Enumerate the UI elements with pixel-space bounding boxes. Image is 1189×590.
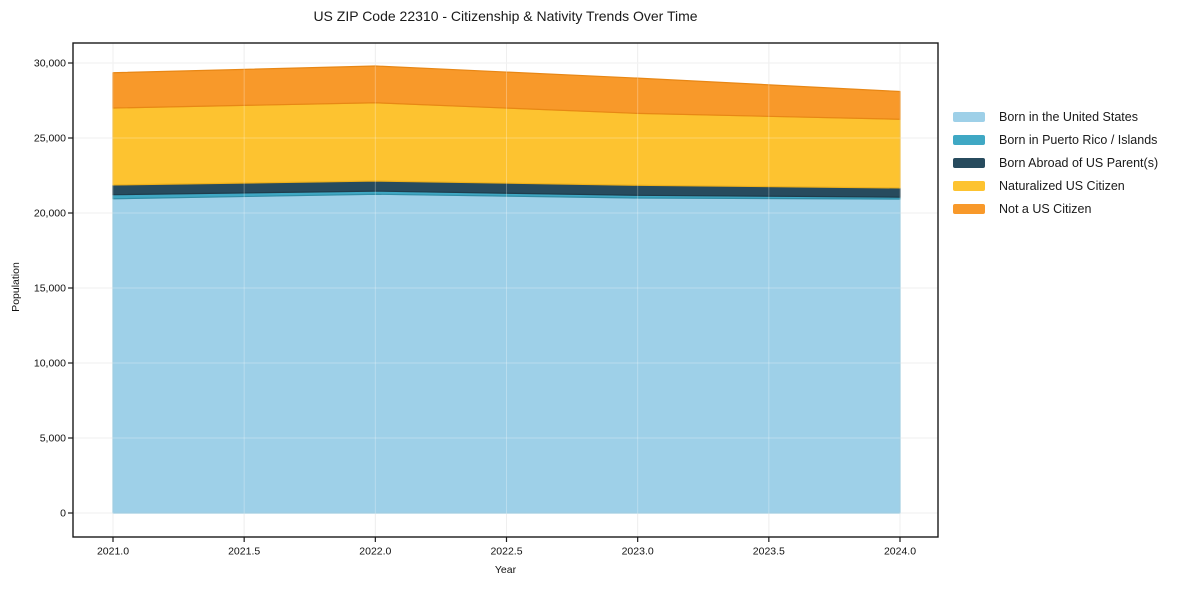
legend-label: Born Abroad of US Parent(s): [999, 156, 1159, 170]
x-tick-label: 2021.0: [97, 546, 129, 558]
y-tick-label: 25,000: [34, 133, 66, 145]
legend-label: Naturalized US Citizen: [999, 179, 1125, 193]
x-axis-label: Year: [494, 564, 517, 576]
plot-frame: [72, 42, 939, 538]
x-tick-label: 2022.5: [490, 546, 522, 558]
x-tick-label: 2024.0: [884, 546, 916, 558]
y-tick-label: 30,000: [34, 58, 66, 70]
x-tick-label: 2023.5: [753, 546, 785, 558]
legend-swatch-puerto-rico: [953, 135, 985, 145]
y-tick-label: 10,000: [34, 358, 66, 370]
legend-label: Not a US Citizen: [999, 202, 1092, 216]
chart-title: US ZIP Code 22310 - Citizenship & Nativi…: [313, 8, 698, 24]
x-tick-label: 2021.5: [228, 546, 260, 558]
legend-swatch-naturalized: [953, 181, 985, 191]
legend-swatch-born-abroad: [953, 158, 985, 168]
legend-swatch-born-us: [953, 112, 985, 122]
y-tick-label: 5,000: [40, 433, 66, 445]
area-series-4: [112, 65, 901, 120]
legend: Born in the United States Born in Puerto…: [953, 109, 1158, 224]
x-tick-label: 2023.0: [622, 546, 654, 558]
legend-label: Born in Puerto Rico / Islands: [999, 133, 1158, 147]
legend-item: Born in the United States: [953, 109, 1158, 125]
legend-swatch-not-citizen: [953, 204, 985, 214]
legend-item: Born Abroad of US Parent(s): [953, 155, 1158, 171]
legend-label: Born in the United States: [999, 110, 1138, 124]
y-tick-label: 20,000: [34, 208, 66, 220]
legend-item: Naturalized US Citizen: [953, 178, 1158, 194]
y-axis-label: Population: [10, 262, 22, 312]
x-tick-label: 2022.0: [359, 546, 391, 558]
legend-item: Not a US Citizen: [953, 201, 1158, 217]
legend-item: Born in Puerto Rico / Islands: [953, 132, 1158, 148]
y-tick-label: 15,000: [34, 283, 66, 295]
y-tick-label: 0: [60, 508, 66, 520]
